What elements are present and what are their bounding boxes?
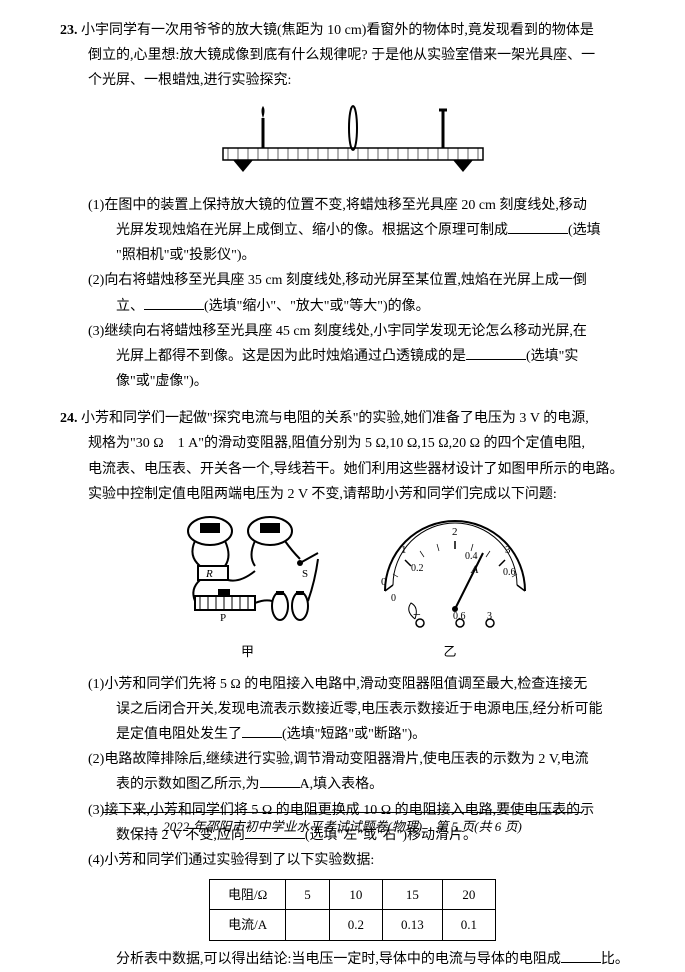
blank [260, 774, 300, 788]
meter-figure: 0 1 2 3 0 0.2 0.4 0.6 A − 0.6 3 [365, 511, 535, 664]
q23-part1-a: (1)在图中的装置上保持放大镜的位置不变,将蜡烛移至光具座 20 cm 刻度线处… [60, 193, 645, 218]
blank [144, 296, 204, 310]
q23-stem: 23. 小宇同学有一次用爷爷的放大镜(焦距为 10 cm)看窗外的物体时,竟发现… [60, 18, 645, 43]
q24-p4: (4)小芳和同学们通过实验得到了以下实验数据: [60, 848, 645, 873]
q24-p1-b: 误之后闭合开关,发现电流表示数接近零,电压表示数接近于电源电压,经分析可能 [60, 697, 645, 722]
q24-line2: 规格为"30 Ω 1 A"的滑动变阻器,阻值分别为 5 Ω,10 Ω,15 Ω,… [60, 431, 645, 456]
tick-1m: 0.2 [411, 563, 424, 574]
td-i: 电流/A [209, 910, 285, 940]
data-table-wrap: 电阻/Ω 5 10 15 20 电流/A 0.2 0.13 0.1 [60, 879, 645, 941]
question-23: 23. 小宇同学有一次用爷爷的放大镜(焦距为 10 cm)看窗外的物体时,竟发现… [60, 18, 645, 394]
circuit-svg: R S P [170, 511, 325, 631]
blank [561, 949, 601, 963]
range-3: 3 [487, 611, 492, 622]
range-06: 0.6 [453, 611, 466, 622]
question-24: 24. 小芳和同学们一起做"探究电流与电阻的关系"的实验,她们准备了电压为 3 … [60, 406, 645, 972]
svg-text:P: P [220, 612, 226, 624]
q24-number: 24. [60, 411, 78, 426]
caption-left: 甲 [170, 640, 325, 663]
tick-0m: 0 [391, 593, 396, 604]
q24-p2-bc: 表的示数如图乙所示,为A,填入表格。 [60, 772, 645, 797]
tick-0t: 0 [381, 576, 387, 588]
q23-line1: 小宇同学有一次用爷爷的放大镜(焦距为 10 cm)看窗外的物体时,竟发现看到的物… [81, 23, 594, 38]
th-10: 10 [329, 880, 382, 910]
q23-line3: 个光屏、一根蜡烛,进行实验探究: [60, 68, 645, 93]
q23-figure [60, 98, 645, 185]
tick-1t: 1 [401, 544, 407, 556]
q23-part3-d: 像"或"虚像")。 [60, 369, 645, 394]
blank [466, 346, 526, 360]
q23-part1-d: "照相机"或"投影仪")。 [60, 243, 645, 268]
td-013: 0.13 [383, 910, 443, 940]
q24-figures: R S P [60, 511, 645, 664]
td-01: 0.1 [442, 910, 495, 940]
q23-part1-b: 光屏发现烛焰在光屏上成倒立、缩小的像。根据这个原理可制成(选填 [60, 218, 645, 243]
q23-part2-a: (2)向右将蜡烛移至光具座 35 cm 刻度线处,移动光屏至某位置,烛焰在光屏上… [60, 268, 645, 293]
tick-3m: 0.6 [503, 567, 516, 578]
page-footer: 2022 年邵阳市初中学业水平考试试题卷(物理) 第 5 页(共 6 页) [0, 812, 685, 838]
svg-text:R: R [205, 568, 213, 580]
caption-right: 乙 [365, 640, 535, 663]
q23-part3-a: (3)继续向右将蜡烛移至光具座 45 cm 刻度线处,小宇同学发现无论怎么移动光… [60, 319, 645, 344]
table-row: 电阻/Ω 5 10 15 20 [209, 880, 495, 910]
q24-conclusion: 分析表中数据,可以得出结论:当电压一定时,导体中的电流与导体的电阻成比。 [60, 947, 645, 972]
q23-number: 23. [60, 23, 78, 38]
svg-text:S: S [302, 568, 308, 580]
td-blank [286, 910, 330, 940]
td-02: 0.2 [329, 910, 382, 940]
tick-2m: 0.4 [465, 551, 478, 562]
q24-p1-a: (1)小芳和同学们先将 5 Ω 的电阻接入电路中,滑动变阻器阻值调至最大,检查连… [60, 672, 645, 697]
th-20: 20 [442, 880, 495, 910]
th-15: 15 [383, 880, 443, 910]
q24-line1: 小芳和同学们一起做"探究电流与电阻的关系"的实验,她们准备了电压为 3 V 的电… [81, 411, 589, 426]
optical-bench-svg [203, 98, 503, 176]
ammeter-svg: 0 1 2 3 0 0.2 0.4 0.6 A − 0.6 3 [365, 511, 535, 631]
q24-line3: 电流表、电压表、开关各一个,导线若干。她们利用这些器材设计了如图甲所示的电路。 [60, 457, 645, 482]
data-table: 电阻/Ω 5 10 15 20 电流/A 0.2 0.13 0.1 [209, 879, 496, 941]
tick-3t: 3 [505, 544, 511, 556]
th-r: 电阻/Ω [209, 880, 285, 910]
q24-p2-a: (2)电路故障排除后,继续进行实验,调节滑动变阻器滑片,使电压表的示数为 2 V… [60, 747, 645, 772]
th-5: 5 [286, 880, 330, 910]
footer-text: 2022 年邵阳市初中学业水平考试试题卷(物理) 第 5 页(共 6 页) [163, 819, 522, 834]
circuit-figure: R S P [170, 511, 325, 664]
tick-2t: 2 [452, 526, 458, 538]
q23-part3-bc: 光屏上都得不到像。这是因为此时烛焰通过凸透镜成的是(选填"实 [60, 344, 645, 369]
q24-p1-cd: 是定值电阻处发生了(选填"短路"或"断路")。 [60, 722, 645, 747]
q24-line4: 实验中控制定值电阻两端电压为 2 V 不变,请帮助小芳和同学们完成以下问题: [60, 482, 645, 507]
blank [242, 724, 282, 738]
q24-stem: 24. 小芳和同学们一起做"探究电流与电阻的关系"的实验,她们准备了电压为 3 … [60, 406, 645, 431]
q23-part2-bc: 立、(选填"缩小"、"放大"或"等大")的像。 [60, 294, 645, 319]
q23-line2: 倒立的,心里想:放大镜成像到底有什么规律呢? 于是他从实验室借来一架光具座、一 [60, 43, 645, 68]
table-row: 电流/A 0.2 0.13 0.1 [209, 910, 495, 940]
blank [508, 220, 568, 234]
